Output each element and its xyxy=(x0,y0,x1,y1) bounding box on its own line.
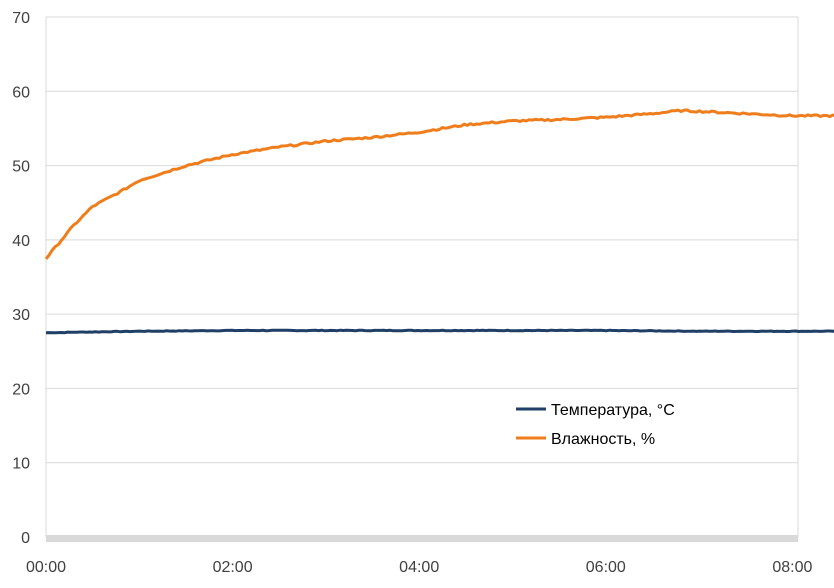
y-tick-label: 40 xyxy=(12,233,30,250)
y-axis-ticks: 0 10 20 30 40 50 60 70 xyxy=(12,10,30,547)
y-tick-label: 10 xyxy=(12,456,30,473)
x-tick-label: 00:00 xyxy=(26,559,66,576)
grid-lines xyxy=(45,16,799,537)
x-axis-ticks: 00:0002:0004:0006:0008:0010:0012:0014:00… xyxy=(26,559,813,576)
series-layer xyxy=(44,108,834,335)
x-tick-label: 08:00 xyxy=(772,559,812,576)
x-tick-label: 02:00 xyxy=(213,559,253,576)
series-line-temperature xyxy=(45,328,834,335)
y-tick-label: 70 xyxy=(12,10,30,27)
x-tick-label: 04:00 xyxy=(399,559,439,576)
y-tick-label: 60 xyxy=(12,84,30,101)
x-tick-label: 06:00 xyxy=(586,559,626,576)
y-tick-label: 20 xyxy=(12,381,30,398)
y-tick-label: 0 xyxy=(21,530,30,547)
legend: Температура, °C Влажность, % xyxy=(516,402,675,448)
y-tick-label: 50 xyxy=(12,159,30,176)
series-line-humidity xyxy=(44,108,834,260)
y-tick-label: 30 xyxy=(12,307,30,324)
legend-label: Температура, °C xyxy=(551,402,675,419)
legend-label: Влажность, % xyxy=(551,431,655,448)
x-axis-base-bar xyxy=(46,535,798,542)
